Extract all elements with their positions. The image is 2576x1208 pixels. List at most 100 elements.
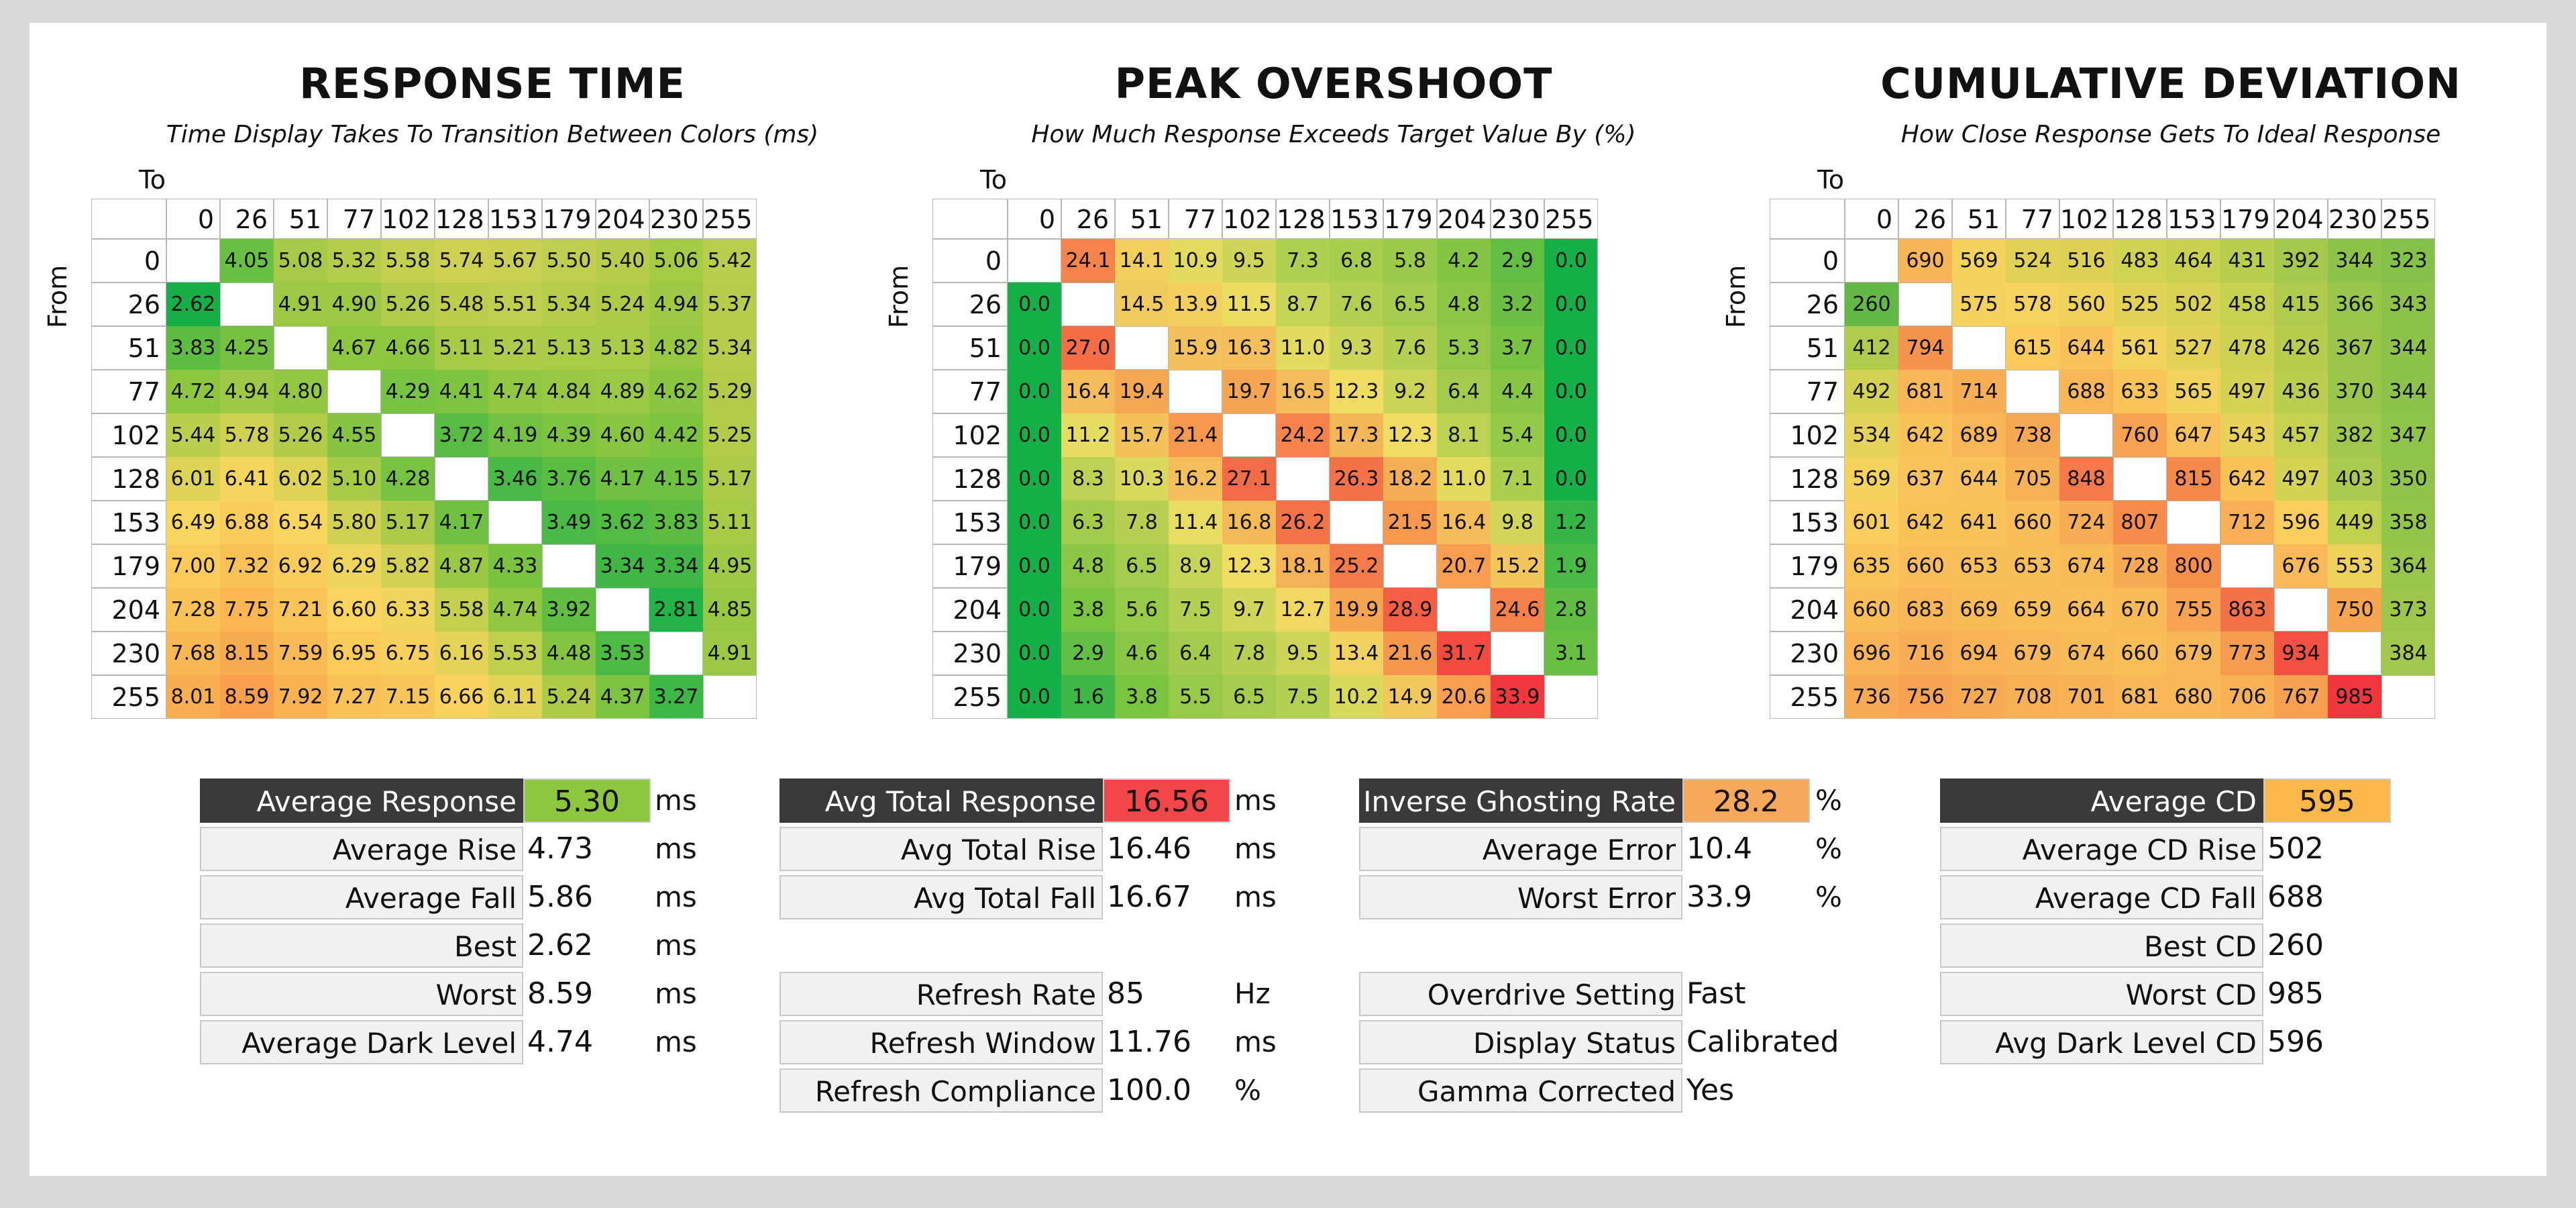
heatmap-cell: 653 [2006, 544, 2059, 588]
heatmap-cell: 4.33 [488, 544, 542, 588]
heatmap-cell: 5.67 [488, 239, 542, 283]
heatmap-cell: 384 [2381, 632, 2435, 675]
heatmap-cell: 6.66 [435, 675, 488, 719]
heatmap-cell: 0.0 [1008, 632, 1061, 675]
heatmap-cell: 497 [2274, 457, 2328, 501]
stat-label: Avg Total Rise [780, 827, 1103, 871]
heatmap-cell [2328, 632, 2381, 675]
heatmap-cell: 10.3 [1115, 457, 1169, 501]
heatmap-cell: 11.0 [1437, 457, 1491, 501]
heatmap-cell: 483 [2113, 239, 2167, 283]
heatmap-cell: 676 [2274, 544, 2328, 588]
heatmap-cell [1491, 632, 1544, 675]
heatmap-cell: 3.83 [166, 326, 220, 370]
heatmap-cell: 6.95 [327, 632, 381, 675]
row-header: 230 [91, 632, 166, 675]
heatmap-cell: 403 [2328, 457, 2381, 501]
heatmap-cell: 436 [2274, 370, 2328, 413]
heatmap-cell: 3.72 [435, 413, 488, 457]
heatmap-cell: 848 [2059, 457, 2113, 501]
heatmap-cell [1115, 326, 1169, 370]
matrix-border [1770, 199, 2435, 719]
column-header: 0 [1008, 199, 1061, 239]
heatmap-cell: 4.90 [327, 283, 381, 326]
heatmap-cell [1952, 326, 2006, 370]
heatmap-cell [1169, 370, 1222, 413]
heatmap-cell: 5.3 [1437, 326, 1491, 370]
heatmap-cell: 756 [1898, 675, 1952, 719]
heatmap-cell: 5.37 [703, 283, 757, 326]
heatmap-cell: 679 [2006, 632, 2059, 675]
heatmap-cell: 370 [2328, 370, 2381, 413]
heatmap-cell: 8.01 [166, 675, 220, 719]
heatmap-cell: 15.9 [1169, 326, 1222, 370]
heatmap-cell: 14.5 [1115, 283, 1169, 326]
heatmap-cell: 708 [2006, 675, 2059, 719]
row-header: 0 [91, 239, 166, 283]
heatmap-cell: 7.28 [166, 588, 220, 632]
heatmap-cell: 2.62 [166, 283, 220, 326]
chart-subtitle: How Close Response Gets To Ideal Respons… [1900, 121, 2441, 148]
heatmap-cell [2113, 457, 2167, 501]
heatmap-cell: 534 [1845, 413, 1898, 457]
chart-title: RESPONSE TIME [299, 59, 686, 108]
row-header: 26 [91, 283, 166, 326]
heatmap-cell: 5.08 [274, 239, 327, 283]
heatmap-cell [435, 457, 488, 501]
heatmap-cell: 4.29 [381, 370, 435, 413]
stat-value: 688 [2267, 880, 2324, 914]
heatmap-cell: 5.42 [703, 239, 757, 283]
row-header: 0 [932, 239, 1008, 283]
heatmap-cell: 9.3 [1330, 326, 1383, 370]
heatmap-cell: 11.0 [1276, 326, 1330, 370]
column-header: 128 [2113, 199, 2167, 239]
heatmap-cell: 6.88 [220, 501, 274, 544]
column-header: 153 [2167, 199, 2220, 239]
heatmap-cell: 10.9 [1169, 239, 1222, 283]
heatmap-cell: 596 [2274, 501, 2328, 544]
heatmap-cell: 569 [1952, 239, 2006, 283]
heatmap-cell: 660 [2113, 632, 2167, 675]
chart-title: PEAK OVERSHOOT [1114, 59, 1553, 108]
heatmap-cell: 615 [2006, 326, 2059, 370]
stat-value: 16.67 [1107, 880, 1191, 914]
heatmap-cell: 3.7 [1491, 326, 1544, 370]
matrix-border [91, 199, 757, 719]
stat-value: Calibrated [1686, 1025, 1839, 1059]
row-header: 204 [1770, 588, 1845, 632]
heatmap-cell: 3.34 [596, 544, 649, 588]
heatmap-cell: 13.9 [1169, 283, 1222, 326]
heatmap-cell: 0.0 [1008, 370, 1061, 413]
row-header: 255 [1770, 675, 1845, 719]
stat-unit: ms [655, 929, 697, 962]
heatmap-cell: 5.80 [327, 501, 381, 544]
heatmap-cell: 0.0 [1544, 239, 1598, 283]
chart-subtitle: How Much Response Exceeds Target Value B… [1031, 121, 1636, 148]
heatmap-cell: 12.7 [1276, 588, 1330, 632]
heatmap-cell: 714 [1952, 370, 2006, 413]
heatmap-cell: 367 [2328, 326, 2381, 370]
heatmap-cell: 14.9 [1383, 675, 1437, 719]
heatmap-cell: 4.42 [649, 413, 703, 457]
row-header: 51 [91, 326, 166, 370]
heatmap-cell: 323 [2381, 239, 2435, 283]
heatmap-cell: 17.3 [1330, 413, 1383, 457]
row-header: 102 [932, 413, 1008, 457]
heatmap-cell: 0.0 [1544, 370, 1598, 413]
heatmap-cell: 4.67 [327, 326, 381, 370]
stat-value: 4.73 [527, 832, 593, 866]
row-header: 128 [91, 457, 166, 501]
heatmap-cell: 642 [2220, 457, 2274, 501]
heatmap-cell: 7.8 [1222, 632, 1276, 675]
stat-label: Best [200, 923, 523, 968]
heatmap-cell: 16.2 [1169, 457, 1222, 501]
heatmap-cell: 4.66 [381, 326, 435, 370]
heatmap-cell: 5.78 [220, 413, 274, 457]
heatmap-cell: 16.4 [1437, 501, 1491, 544]
heatmap-cell: 4.95 [703, 544, 757, 588]
heatmap-cell [2381, 675, 2435, 719]
stat-label: Best CD [1940, 923, 2263, 968]
stat-unit: ms [655, 1025, 697, 1058]
heatmap-cell: 3.34 [649, 544, 703, 588]
heatmap-cell: 3.76 [542, 457, 596, 501]
